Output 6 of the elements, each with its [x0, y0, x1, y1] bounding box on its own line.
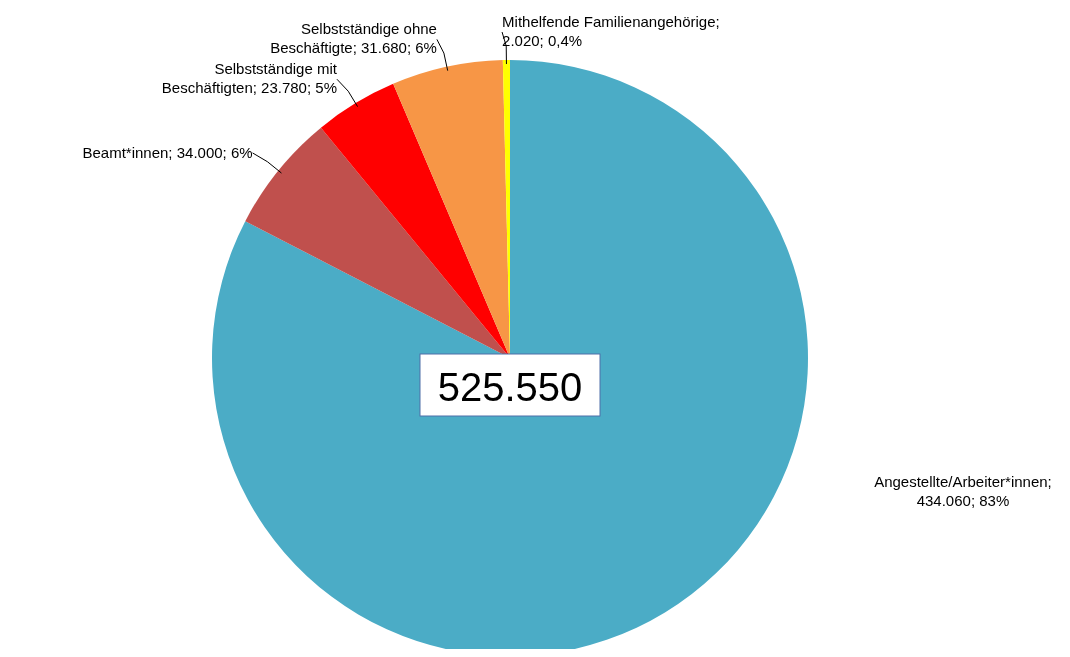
- slice-label: Mithelfende Familienangehörige; 2.020; 0,4%: [502, 13, 720, 50]
- text: 525.550: [437, 365, 583, 409]
- slice-label: Beamt*innen; 34.000; 6%: [82, 143, 253, 161]
- slice-label: Selbstständige mit Beschäftigten; 23.780; 5%: [161, 60, 338, 97]
- slice-label: Selbstständige ohne Beschäftigte; 31.680; 6%: [270, 20, 437, 57]
- slice-label: Angestellte/Arbeiter*innen; 434.060; 83%: [874, 473, 1052, 510]
